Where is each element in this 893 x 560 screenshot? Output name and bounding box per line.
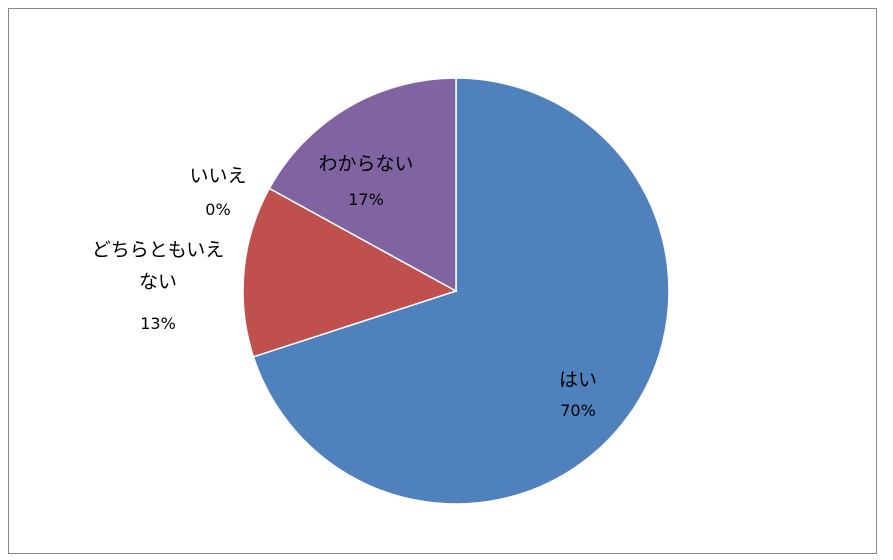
label-wakaranai-pct: 17% bbox=[348, 190, 384, 209]
data-labels: はい 70% どちらともいえ ない 13% いいえ 0% わからない 17% bbox=[92, 153, 597, 420]
label-hai-name: はい bbox=[559, 369, 597, 391]
label-dochira-pct: 13% bbox=[140, 314, 176, 333]
slice-dochira bbox=[242, 187, 458, 358]
label-dochira-name-line1: どちらともいえ bbox=[92, 239, 225, 261]
label-iie-pct: 0% bbox=[205, 200, 230, 219]
label-iie-name: いいえ bbox=[189, 165, 246, 187]
slice-wakaranai bbox=[268, 77, 457, 293]
label-dochira-name-line2: ない bbox=[139, 271, 177, 293]
label-hai-pct: 70% bbox=[560, 401, 596, 420]
pie-slices bbox=[242, 77, 670, 505]
slice-hai bbox=[252, 77, 670, 505]
label-wakaranai-name: わからない bbox=[318, 153, 413, 175]
